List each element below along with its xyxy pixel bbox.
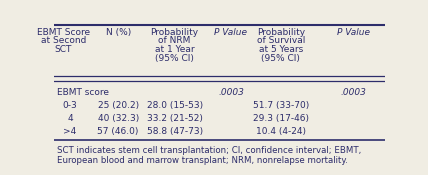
Text: 33.2 (21-52): 33.2 (21-52): [147, 114, 202, 123]
Text: 57 (46.0): 57 (46.0): [98, 127, 139, 136]
Text: .0003: .0003: [341, 88, 367, 97]
Text: Probability: Probability: [257, 28, 305, 37]
Text: P Value: P Value: [337, 28, 370, 37]
Text: .0003: .0003: [218, 88, 244, 97]
Text: EBMT Score: EBMT Score: [37, 28, 90, 37]
Text: 25 (20.2): 25 (20.2): [98, 101, 139, 110]
Text: >4: >4: [63, 127, 77, 136]
Text: EBMT score: EBMT score: [57, 88, 109, 97]
Text: P Value: P Value: [214, 28, 247, 37]
Text: of Survival: of Survival: [256, 37, 305, 46]
Text: (95% CI): (95% CI): [155, 54, 194, 63]
Text: 58.8 (47-73): 58.8 (47-73): [146, 127, 202, 136]
Text: at 1 Year: at 1 Year: [155, 45, 194, 54]
Text: 29.3 (17-46): 29.3 (17-46): [253, 114, 309, 123]
Text: at Second: at Second: [41, 37, 86, 46]
Text: 28.0 (15-53): 28.0 (15-53): [146, 101, 202, 110]
Text: 0-3: 0-3: [63, 101, 77, 110]
Text: 4: 4: [67, 114, 73, 123]
Text: SCT: SCT: [55, 45, 72, 54]
Text: Probability: Probability: [151, 28, 199, 37]
Text: 51.7 (33-70): 51.7 (33-70): [253, 101, 309, 110]
Text: SCT indicates stem cell transplantation; CI, confidence interval; EBMT,
European: SCT indicates stem cell transplantation;…: [57, 146, 361, 165]
Text: N (%): N (%): [106, 28, 131, 37]
Text: of NRM: of NRM: [158, 37, 191, 46]
Text: (95% CI): (95% CI): [261, 54, 300, 63]
Text: 10.4 (4-24): 10.4 (4-24): [256, 127, 306, 136]
Text: at 5 Years: at 5 Years: [259, 45, 303, 54]
Text: 40 (32.3): 40 (32.3): [98, 114, 139, 123]
